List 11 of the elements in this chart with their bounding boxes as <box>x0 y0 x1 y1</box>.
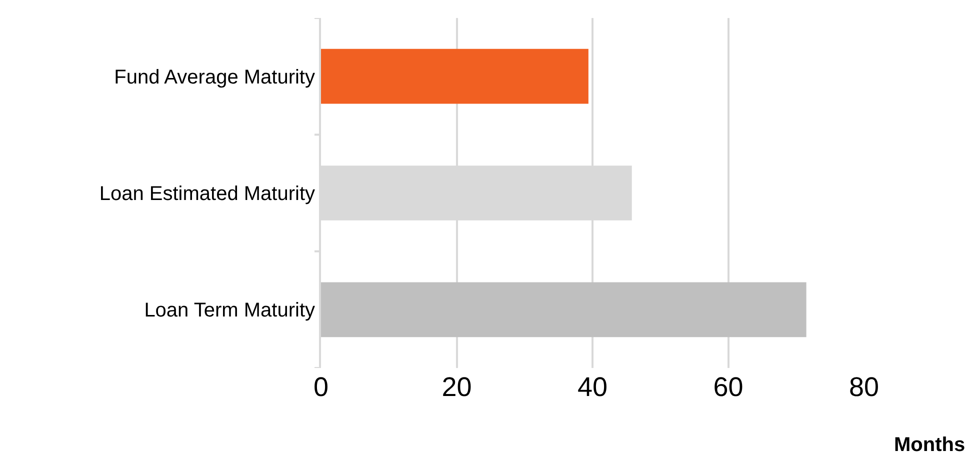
bar <box>321 282 806 338</box>
x-axis-title: Months <box>894 434 966 454</box>
bar <box>321 48 588 104</box>
y-tick-label: Fund Average Maturity <box>114 66 315 88</box>
x-tick-label: 20 <box>442 372 472 402</box>
x-tick-label: 60 <box>713 372 744 402</box>
x-tick-label: 40 <box>577 372 608 402</box>
x-tick-label: 80 <box>848 372 880 402</box>
y-tick-label: Loan Term Maturity <box>144 300 315 322</box>
x-tick-label: 0 <box>313 372 329 402</box>
y-tick-label: Loan Estimated Maturity <box>99 183 315 205</box>
